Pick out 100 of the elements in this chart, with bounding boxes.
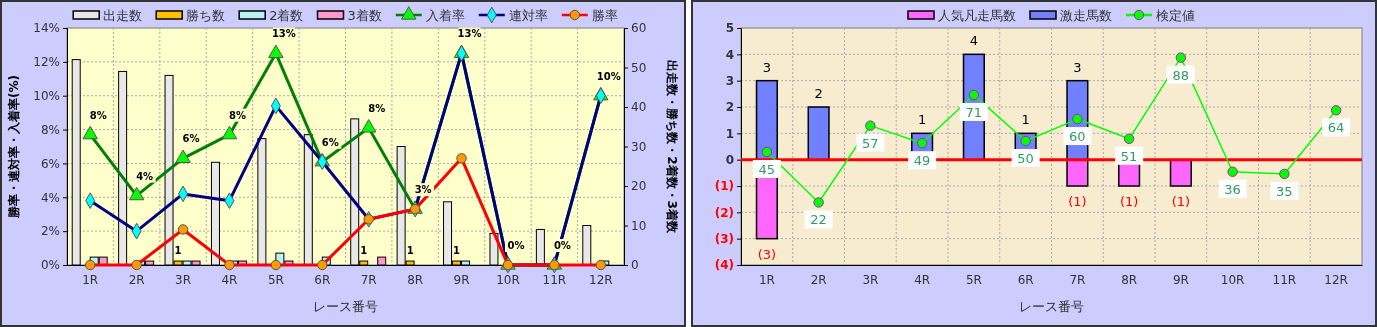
legend-label: 連対率 (508, 8, 548, 23)
y2-tick-label: 0 (631, 258, 639, 273)
x-tick-label: 2R (810, 272, 827, 287)
x-tick-label: 1R (82, 272, 99, 287)
data-label: 45 (758, 161, 776, 177)
legend-label: 勝ち数 (186, 8, 226, 23)
x-tick-label: 9R (1172, 272, 1189, 287)
data-label: 1 (453, 245, 461, 257)
data-label: 3% (414, 184, 432, 196)
x-tick-label: 10R (1220, 272, 1245, 287)
legend-label: 2着数 (269, 8, 304, 23)
data-label: 49 (913, 153, 931, 169)
legend-label: 出走数 (103, 8, 143, 23)
y-tick-label: 14% (33, 21, 60, 36)
data-label: 2 (814, 86, 823, 101)
y-tick-label: 0% (40, 258, 60, 273)
data-label: (3) (757, 246, 777, 262)
data-label: 6% (182, 133, 200, 145)
y-tick-label: 5 (725, 21, 734, 36)
x-axis-title: レース番号 (1019, 299, 1084, 314)
x-tick-label: 8R (407, 272, 424, 287)
y-tick-label: 12% (33, 55, 60, 70)
data-label: 1 (917, 112, 927, 128)
y-tick-label: 10% (33, 89, 60, 104)
data-label: 3 (1073, 59, 1082, 75)
legend-label: 検定値 (1156, 8, 1195, 23)
data-label: 13% (271, 28, 296, 40)
legend-label: 勝率 (591, 8, 618, 23)
data-label: 8% (368, 102, 386, 114)
x-tick-label: 3R (862, 272, 879, 287)
data-label: 8% (89, 109, 107, 121)
data-label: 71 (965, 104, 983, 120)
data-label: (1) (1119, 194, 1139, 209)
x-tick-label: 1R (758, 272, 775, 287)
x-tick-label: 12R (1324, 272, 1348, 287)
y-tick-label: 6% (40, 156, 60, 171)
x-tick-label: 11R (542, 272, 567, 287)
x-tick-label: 5R (267, 272, 284, 287)
data-label: 1 (406, 245, 414, 257)
data-label: 88 (1172, 67, 1190, 83)
data-label: 0% (553, 240, 571, 251)
data-label: 57 (862, 135, 879, 151)
y2-tick-label: 20 (631, 179, 647, 194)
data-label: 22 (810, 212, 827, 228)
data-label: 36 (1224, 181, 1241, 197)
y-tick-label: 3 (725, 74, 734, 89)
y-tick-label: (3) (714, 232, 734, 247)
y-tick-label: 2 (725, 100, 734, 115)
data-label: 64 (1327, 120, 1345, 136)
x-tick-label: 9R (453, 272, 470, 287)
x-tick-label: 8R (1121, 272, 1138, 287)
y-tick-label: 8% (40, 122, 60, 137)
data-label: 35 (1276, 183, 1293, 199)
y2-tick-label: 60 (631, 21, 647, 36)
x-tick-label: 4R (914, 272, 931, 287)
x-tick-label: 2R (128, 272, 145, 287)
y-tick-label: 1 (725, 126, 734, 141)
y2-axis-title: 出走数・勝ち数・2着数・3着数 (665, 60, 679, 234)
data-label: 51 (1120, 148, 1138, 164)
legend-label: 激走馬数 (1060, 8, 1112, 23)
data-label: 60 (1069, 129, 1086, 145)
y-tick-label: 2% (40, 224, 60, 239)
x-tick-label: 7R (1069, 272, 1086, 287)
x-tick-label: 12R (588, 272, 613, 287)
data-label: 4% (136, 170, 154, 182)
x-tick-label: 5R (965, 272, 982, 287)
data-label: 6% (321, 136, 339, 148)
x-tick-label: 7R (360, 272, 377, 287)
x-tick-label: 4R (221, 272, 238, 287)
x-tick-label: 11R (1272, 272, 1297, 287)
y2-tick-label: 10 (631, 218, 647, 233)
data-label: 1 (1021, 112, 1030, 128)
data-label: (1) (1171, 194, 1191, 209)
data-label: 3 (762, 59, 772, 75)
y2-tick-label: 50 (631, 60, 647, 75)
legend-label: 入着率 (425, 8, 465, 23)
y-tick-label: 0 (725, 153, 734, 168)
data-label: 13% (457, 28, 482, 40)
y-tick-label: (4) (714, 258, 734, 273)
data-label: 1 (174, 245, 182, 257)
y-tick-label: 4 (725, 47, 734, 62)
y2-tick-label: 30 (631, 139, 647, 154)
data-label: 1 (360, 245, 368, 257)
data-label: 50 (1017, 151, 1034, 167)
x-axis-title: レース番号 (313, 299, 378, 314)
data-label: (1) (1068, 194, 1087, 209)
x-tick-label: 3R (175, 272, 192, 287)
data-label: 4 (969, 33, 979, 49)
x-tick-label: 6R (314, 272, 331, 287)
y-tick-label: 4% (40, 190, 60, 205)
data-label: 10% (596, 70, 621, 82)
y-tick-label: (2) (714, 205, 734, 220)
x-tick-label: 6R (1017, 272, 1034, 287)
y-axis-title: 勝率・連対率・入着率(%) (7, 75, 21, 219)
y2-tick-label: 40 (631, 100, 647, 115)
data-label: 0% (507, 240, 525, 251)
x-tick-label: 10R (496, 272, 520, 287)
legend-label: 3着数 (347, 8, 382, 23)
legend-label: 人気凡走馬数 (938, 8, 1016, 23)
y-tick-label: (1) (714, 179, 734, 194)
